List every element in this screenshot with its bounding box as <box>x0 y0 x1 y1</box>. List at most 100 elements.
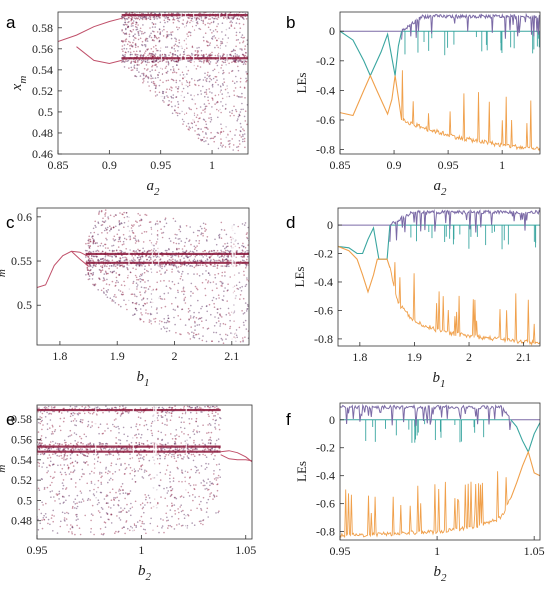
orbit-point <box>132 314 134 317</box>
orbit-point <box>166 269 168 272</box>
orbit-point <box>230 259 232 262</box>
orbit-point <box>76 505 79 508</box>
orbit-point <box>215 283 217 285</box>
orbit-point <box>207 424 209 426</box>
orbit-point <box>138 71 140 73</box>
orbit-point <box>198 84 200 87</box>
orbit-point <box>179 238 181 240</box>
orbit-point <box>119 405 121 408</box>
orbit-point <box>170 101 173 103</box>
orbit-point <box>129 472 131 475</box>
orbit-point <box>62 420 65 423</box>
orbit-point <box>121 29 123 31</box>
orbit-point <box>100 448 103 451</box>
orbit-point <box>129 238 132 240</box>
orbit-point <box>201 320 203 323</box>
orbit-point <box>147 76 150 79</box>
orbit-point <box>161 439 163 442</box>
plot-area <box>37 208 249 345</box>
orbit-point <box>174 440 176 443</box>
orbit-point <box>174 513 177 515</box>
orbit-point <box>100 224 103 227</box>
orbit-point <box>208 63 211 65</box>
orbit-point <box>97 258 99 261</box>
orbit-point <box>183 456 185 458</box>
orbit-point <box>178 435 180 438</box>
orbit-point <box>171 504 174 507</box>
orbit-point <box>71 461 74 464</box>
orbit-point <box>217 259 220 262</box>
orbit-point <box>216 264 219 266</box>
orbit-point <box>148 85 150 87</box>
orbit-point <box>211 412 214 415</box>
orbit-point <box>195 21 198 24</box>
orbit-point <box>76 524 78 527</box>
orbit-point <box>160 449 162 451</box>
orbit-point <box>150 81 153 83</box>
orbit-point <box>236 54 238 56</box>
orbit-point <box>71 507 74 509</box>
orbit-point <box>196 406 199 408</box>
orbit-point <box>89 245 91 248</box>
orbit-point <box>174 109 176 112</box>
orbit-point <box>197 54 199 56</box>
orbit-point <box>210 453 213 456</box>
orbit-point <box>220 237 223 239</box>
orbit-point <box>81 498 84 501</box>
orbit-point <box>152 55 154 58</box>
orbit-point <box>114 284 117 287</box>
orbit-point <box>100 242 103 245</box>
orbit-point <box>139 256 141 258</box>
orbit-point <box>144 504 146 506</box>
orbit-point <box>181 279 184 281</box>
orbit-point <box>204 405 206 408</box>
orbit-point <box>163 28 165 31</box>
orbit-point <box>189 317 192 319</box>
orbit-point <box>201 273 204 275</box>
orbit-point <box>234 60 236 63</box>
orbit-point <box>215 62 217 64</box>
orbit-point <box>182 77 184 80</box>
orbit-point <box>115 437 117 439</box>
orbit-point <box>211 83 214 86</box>
orbit-point <box>123 24 126 26</box>
orbit-point <box>198 264 200 267</box>
orbit-point <box>126 503 128 506</box>
orbit-point <box>124 256 126 259</box>
orbit-point <box>222 322 225 325</box>
orbit-point <box>221 339 224 341</box>
orbit-point <box>81 421 84 424</box>
orbit-point <box>97 259 99 262</box>
orbit-point <box>74 498 77 501</box>
orbit-point <box>219 333 221 336</box>
orbit-point <box>141 18 144 21</box>
orbit-point <box>135 308 137 310</box>
orbit-point <box>165 91 167 93</box>
orbit-point <box>205 265 208 267</box>
orbit-point <box>118 499 120 502</box>
orbit-point <box>178 247 180 250</box>
orbit-point <box>52 406 55 409</box>
orbit-point <box>152 61 154 63</box>
orbit-point <box>239 298 241 300</box>
orbit-point <box>138 441 141 444</box>
orbit-point <box>97 486 99 489</box>
orbit-point <box>140 318 142 321</box>
orbit-point <box>158 15 160 18</box>
orbit-point <box>177 90 179 93</box>
orbit-point <box>129 51 132 54</box>
orbit-point <box>37 431 40 433</box>
orbit-point <box>120 464 122 467</box>
orbit-point <box>138 18 141 21</box>
orbit-point <box>140 454 142 456</box>
orbit-point <box>234 55 237 57</box>
orbit-point <box>118 530 120 533</box>
orbit-point <box>70 442 72 445</box>
orbit-point <box>246 79 248 82</box>
orbit-point <box>149 301 152 304</box>
orbit-point <box>195 333 198 336</box>
orbit-point <box>188 477 191 479</box>
orbit-point <box>196 55 199 58</box>
orbit-point <box>147 48 149 50</box>
orbit-point <box>38 448 41 450</box>
